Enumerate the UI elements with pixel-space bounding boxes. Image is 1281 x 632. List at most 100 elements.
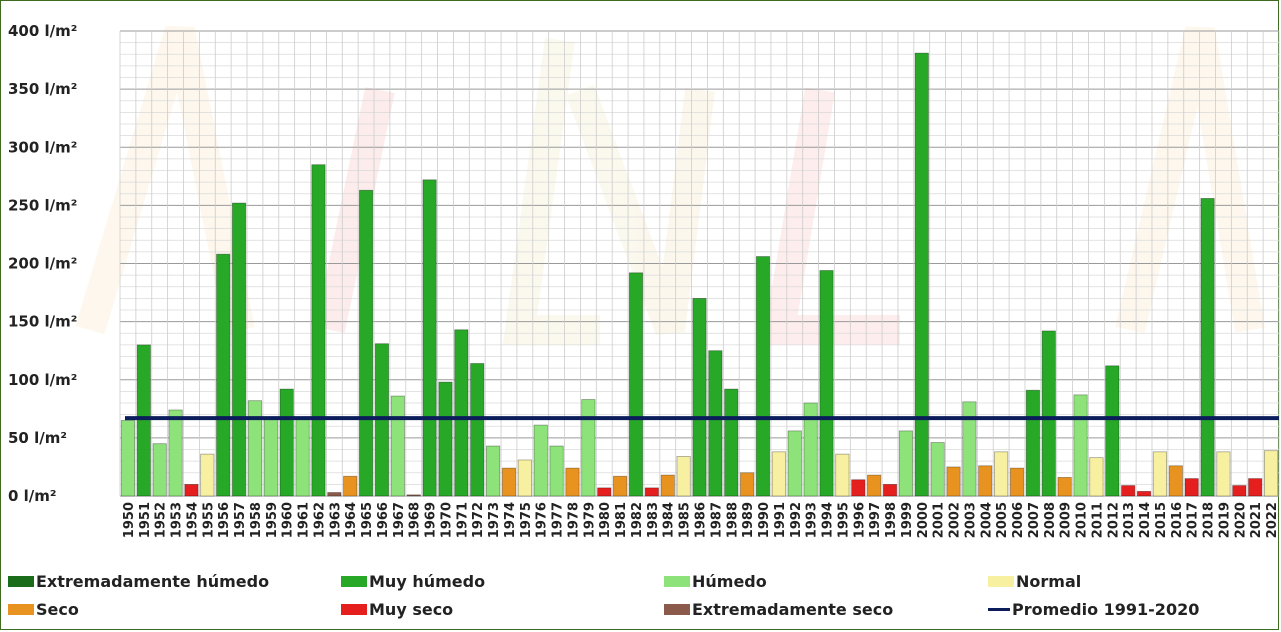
bar [978, 465, 993, 497]
bar [867, 474, 882, 497]
legend-swatch [341, 576, 367, 587]
legend-label: Normal [1016, 572, 1082, 591]
bar [1009, 467, 1025, 497]
x-tick-label: 2013 [1122, 502, 1137, 538]
x-tick-label: 1990 [757, 502, 772, 538]
bar [613, 475, 628, 497]
bar [898, 430, 913, 497]
x-tick-label: 2006 [1011, 502, 1026, 538]
bar [136, 344, 151, 497]
legend-item-humedo: Húmedo [664, 572, 767, 591]
legend-label: Muy húmedo [369, 572, 486, 591]
x-tick-label: 2021 [1249, 502, 1264, 538]
x-tick-label: 1997 [868, 502, 883, 538]
x-tick-label: 1954 [185, 502, 200, 538]
y-tick-label: 400 l/m² [8, 22, 77, 40]
bar [279, 388, 294, 497]
bar [771, 451, 786, 497]
y-tick-label: 250 l/m² [8, 196, 77, 214]
x-tick-label: 1953 [170, 502, 185, 538]
x-tick-label: 1987 [709, 502, 724, 538]
x-tick-label: 2022 [1265, 502, 1280, 538]
bar [1121, 485, 1136, 497]
bar [676, 456, 691, 497]
bar [1216, 451, 1231, 497]
x-tick-label: 1963 [328, 502, 343, 538]
bar [438, 381, 453, 497]
bar [184, 483, 199, 497]
x-tick-label: 1978 [566, 502, 581, 538]
bar [152, 443, 167, 497]
bar [470, 363, 485, 497]
x-tick-label: 2014 [1138, 502, 1153, 538]
bar [1057, 476, 1072, 497]
bar [216, 253, 231, 497]
x-tick-label: 2009 [1059, 502, 1074, 538]
legend-label: Muy seco [369, 600, 454, 619]
bar [1168, 465, 1183, 497]
legend-label: Húmedo [692, 572, 767, 591]
bar [343, 475, 358, 497]
bar [168, 409, 183, 497]
bar [200, 453, 215, 497]
x-tick-label: 1976 [535, 502, 550, 538]
bar [1041, 330, 1056, 497]
x-tick-label: 2008 [1043, 502, 1058, 538]
x-tick-label: 2003 [963, 502, 978, 538]
bar [359, 189, 374, 497]
bar [724, 388, 739, 497]
bar [1105, 365, 1120, 497]
x-tick-label: 1974 [503, 502, 518, 538]
bar [962, 401, 977, 497]
legend-item-seco: Seco [8, 600, 79, 619]
x-tick-label: 1985 [678, 502, 693, 538]
y-tick-label: 0 l/m² [8, 487, 56, 505]
bar [1263, 450, 1279, 497]
x-tick-label: 1969 [424, 502, 439, 538]
x-tick-label: 1962 [312, 502, 327, 538]
x-tick-label: 2000 [916, 502, 931, 538]
bar [549, 445, 564, 497]
x-tick-label: 1956 [217, 502, 232, 538]
x-tick-label: 1975 [519, 502, 534, 538]
x-tick-label: 1981 [614, 502, 629, 538]
x-tick-label: 1977 [551, 502, 566, 538]
legend-label: Seco [36, 600, 79, 619]
x-tick-label: 1989 [741, 502, 756, 538]
x-tick-label: 1958 [249, 502, 264, 538]
bar [390, 395, 405, 497]
bar [787, 430, 802, 497]
x-tick-label: 2007 [1027, 502, 1042, 538]
watermark [75, 25, 1265, 345]
x-tick-label: 1965 [360, 502, 375, 538]
x-tick-label: 1968 [408, 502, 423, 538]
bar [120, 420, 136, 497]
x-tick-label: 1982 [630, 502, 645, 538]
bar [1073, 394, 1088, 497]
precipitation-bar-chart: 0 l/m² 50 l/m² 100 l/m² 150 l/m² 200 l/m² 250… [8, 22, 1280, 538]
legend-swatch [664, 576, 690, 587]
legend-item-promedio: Promedio 1991-2020 [988, 600, 1199, 619]
bar [740, 472, 755, 497]
bar [692, 297, 707, 497]
y-tick-label: 350 l/m² [8, 80, 77, 98]
x-tick-label: 2012 [1106, 502, 1121, 538]
x-tick-label: 2010 [1075, 502, 1090, 538]
x-axis-ticks: 1950 1951 1952 1953 1954 1955 1956 1957 1958 1959… [122, 502, 1280, 538]
bar [1248, 478, 1263, 497]
legend-item-extremadamente-humedo: Extremadamente húmedo [8, 572, 269, 591]
bar [803, 402, 818, 497]
bar [501, 467, 517, 497]
x-tick-label: 2011 [1090, 502, 1105, 538]
x-tick-label: 1994 [821, 502, 836, 538]
x-tick-label: 1998 [884, 502, 899, 538]
bar [835, 453, 850, 497]
bar [644, 487, 659, 497]
legend-swatch [988, 576, 1014, 587]
x-tick-label: 2015 [1154, 502, 1169, 538]
legend-item-muy-humedo: Muy húmedo [341, 572, 485, 591]
bar [295, 416, 310, 497]
bar [994, 451, 1009, 497]
x-tick-label: 1979 [582, 502, 597, 538]
